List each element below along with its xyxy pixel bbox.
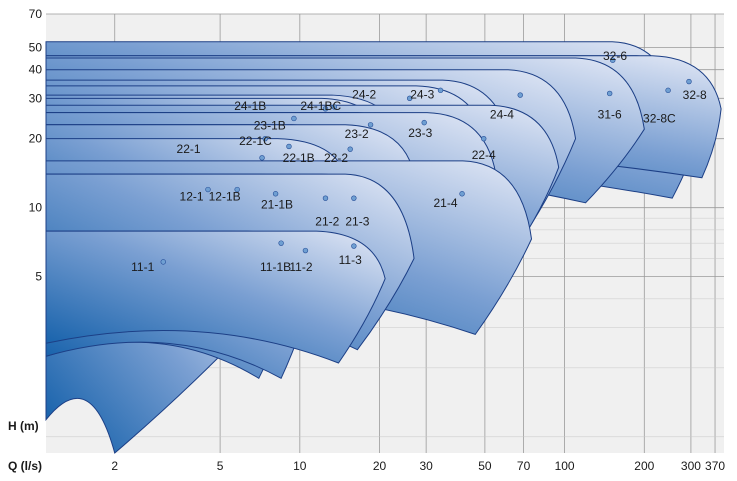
curve-label-23-3: 23-3 [408,126,432,140]
y-tick-label: 40 [29,63,43,77]
y-tick-label: 10 [29,201,43,215]
duty-point-11-2 [302,247,309,254]
y-axis-title: H (m) [8,419,39,433]
curve-label-11-3: 11-3 [339,253,362,267]
duty-point-11-1 [160,259,166,265]
curve-label-32-6: 32-6 [603,49,627,63]
curve-label-23-1B: 23-1B [254,119,286,133]
curve-label-12-1B: 12-1B [209,189,241,203]
curve-label-22-1: 22-1 [177,142,201,156]
curve-label-21-4: 21-4 [433,196,457,210]
curve-label-32-8C: 32-8C [643,111,676,125]
x-tick-label: 100 [555,459,575,473]
y-tick-labels: 5 10 20 30 40 50 70 [29,7,43,284]
curve-label-24-1BC: 24-1BC [300,99,341,113]
y-tick-label: 30 [29,91,43,105]
duty-point-23-3 [421,119,427,126]
curve-label-21-2: 21-2 [315,215,339,229]
duty-point-21-2 [322,195,329,201]
duty-point-11-3 [351,243,357,249]
duty-point-12-1 [205,186,211,193]
duty-point-22-4 [481,135,487,142]
x-tick-labels: 2 5 10 20 30 50 70 100 200 300 370 [111,459,725,473]
x-tick-label: 2 [111,459,118,473]
duty-point-24-1BC [331,104,338,110]
curve-area-11-3 [45,230,386,364]
duty-point-32-8C [665,87,671,94]
duty-point-24-4 [517,92,523,98]
x-tick-label: 50 [478,459,492,473]
duty-point-22-1C [262,135,268,142]
curve-label-11-1: 11-1 [131,260,154,274]
curve-label-31-6: 31-6 [598,108,622,122]
curve-label-11-1B: 11-1B [260,260,291,274]
x-tick-label: 20 [373,459,387,473]
curve-label-22-4: 22-4 [472,148,496,162]
duty-point-11-1B [278,240,284,246]
curve-label-21-3: 21-3 [345,215,369,229]
duty-point-21-4 [459,191,465,197]
curve-label-21-1B: 21-1B [261,198,293,212]
x-tick-label: 70 [517,459,531,473]
duty-point-32-6 [610,57,616,63]
duty-point-24-3 [437,87,444,94]
duty-point-22-1B [286,143,292,150]
duty-point-22-1 [259,155,265,161]
duty-point-31-6 [606,90,613,97]
x-tick-label: 300 [681,459,701,473]
curve-label-24-3: 24-3 [410,87,434,101]
curve-label-11-2: 11-2 [289,260,312,274]
duty-point-21-3 [351,195,357,201]
duty-point-23-2 [367,122,374,128]
duty-point-32-8 [686,78,692,85]
x-tick-label: 5 [217,459,224,473]
curve-areas [45,41,722,454]
curve-label-22-1B: 22-1B [283,151,315,165]
y-tick-label: 20 [29,132,43,146]
x-tick-label: 200 [634,459,654,473]
x-axis-title: Q (l/s) [8,459,42,473]
curve-label-24-1B: 24-1B [234,99,266,113]
duty-point-22-2 [347,146,353,152]
y-tick-label: 5 [35,270,42,284]
duty-points [160,57,692,265]
y-tick-label: 50 [29,40,43,54]
curve-label-22-2: 22-2 [324,151,348,165]
curve-label-12-1: 12-1 [180,189,204,203]
curve-label-24-4: 24-4 [490,108,514,122]
curve-label-32-8: 32-8 [683,88,707,102]
y-tick-label: 70 [29,7,43,21]
curve-label-23-2: 23-2 [345,127,369,141]
curve-label-22-1C: 22-1C [239,134,272,148]
duty-point-12-1B [234,186,240,193]
x-tick-label: 370 [705,459,725,473]
duty-point-23-1B [291,115,297,122]
duty-point-24-1B [322,106,329,112]
x-tick-label: 10 [293,459,307,473]
x-tick-label: 30 [419,459,433,473]
duty-point-21-1B [272,191,279,197]
curve-label-24-2: 24-2 [352,87,376,101]
duty-point-24-2 [406,95,413,102]
